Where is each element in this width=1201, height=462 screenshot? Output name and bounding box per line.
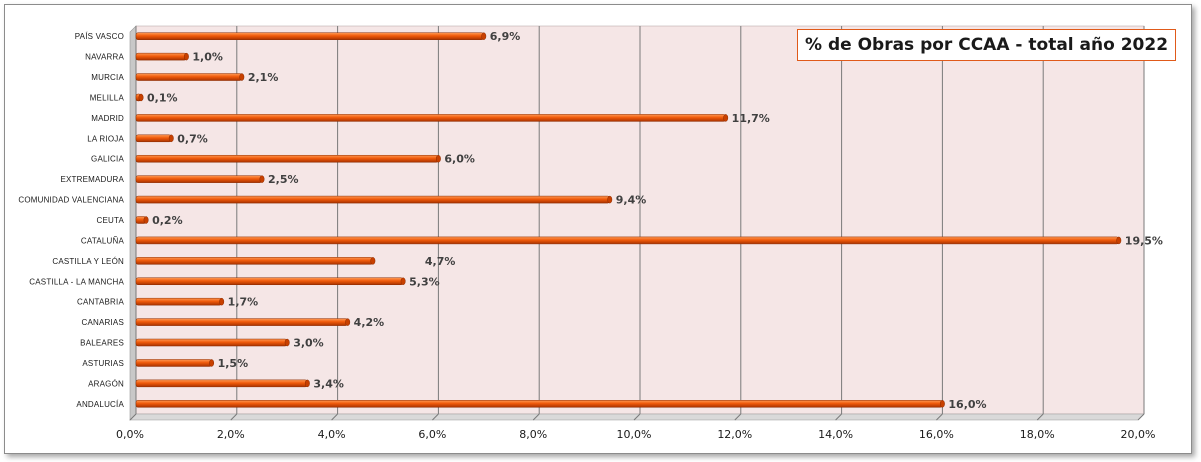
data-label: 19,5% xyxy=(1125,234,1163,247)
x-tick-label: 20,0% xyxy=(1121,428,1156,441)
bar-cap xyxy=(723,114,729,122)
data-label: 6,9% xyxy=(490,30,521,43)
category-label: MURCIA xyxy=(91,73,124,82)
x-tick-label: 0,0% xyxy=(116,428,144,441)
bar xyxy=(135,359,212,367)
category-label: EXTREMADURA xyxy=(60,175,124,184)
bar xyxy=(135,175,263,183)
data-label: 0,2% xyxy=(152,214,183,227)
x-tick-label: 12,0% xyxy=(717,428,752,441)
data-label: 6,0% xyxy=(444,153,475,166)
bar-cap xyxy=(209,359,215,367)
category-label: CANTABRIA xyxy=(77,298,124,307)
bar-cap xyxy=(607,195,613,204)
category-label: CASTILLA Y LEÓN xyxy=(52,257,124,266)
gridline-floor xyxy=(1137,413,1145,421)
bar-cap xyxy=(939,400,945,408)
data-label: 4,2% xyxy=(354,316,385,329)
data-label: 5,3% xyxy=(409,275,440,288)
bar xyxy=(135,195,611,204)
data-label: 1,0% xyxy=(192,51,223,64)
data-label: 3,0% xyxy=(293,337,324,350)
gridline-floor xyxy=(129,413,137,421)
x-tick-label: 14,0% xyxy=(818,428,853,441)
bar xyxy=(135,154,439,163)
data-label: 11,7% xyxy=(732,112,770,125)
x-tick-label: 2,0% xyxy=(217,428,245,441)
category-label: CANARIAS xyxy=(82,318,125,327)
bar-cap xyxy=(370,257,376,265)
x-tick-label: 16,0% xyxy=(919,428,954,441)
bar xyxy=(135,114,726,122)
x-tick-label: 4,0% xyxy=(318,428,346,441)
category-label: BALEARES xyxy=(80,339,124,348)
data-label: 1,7% xyxy=(228,296,259,309)
category-label: PAÍS VASCO xyxy=(75,32,124,41)
bar xyxy=(135,379,308,388)
bar-cap xyxy=(138,93,144,102)
bar-cap xyxy=(435,154,441,163)
gridline-floor xyxy=(633,413,641,421)
gridline-floor xyxy=(835,413,842,421)
bar xyxy=(135,257,374,265)
data-label: 2,1% xyxy=(248,71,279,84)
bar-cap xyxy=(481,32,487,40)
category-label: MELILLA xyxy=(90,93,125,102)
gridline-floor xyxy=(1036,413,1044,421)
data-label: 9,4% xyxy=(616,194,647,207)
gridline-floor xyxy=(936,413,943,421)
x-tick-label: 18,0% xyxy=(1020,428,1055,441)
data-label: 1,5% xyxy=(218,357,249,370)
bar xyxy=(135,338,288,347)
bar-cap xyxy=(345,318,351,326)
data-label: 16,0% xyxy=(948,398,986,411)
bar-cap xyxy=(183,52,189,61)
x-tick-label: 8,0% xyxy=(519,428,547,441)
plot-side-wall xyxy=(129,25,137,421)
bar-cap xyxy=(1116,236,1122,245)
data-label: 2,5% xyxy=(268,173,299,186)
data-label: 4,7% xyxy=(425,255,456,268)
gridline-floor xyxy=(331,413,338,421)
bar xyxy=(135,277,404,286)
data-label: 0,1% xyxy=(147,91,178,104)
category-label: NAVARRA xyxy=(85,53,124,62)
bar-cap xyxy=(259,175,265,183)
bar xyxy=(135,236,1120,245)
category-label: CEUTA xyxy=(96,216,124,225)
bar-cap xyxy=(143,216,149,224)
category-label: MADRID xyxy=(91,114,124,123)
bar xyxy=(135,73,243,81)
bar-cap xyxy=(219,297,225,306)
gridline-floor xyxy=(432,413,439,421)
category-label: ARAGÓN xyxy=(88,379,124,388)
bar xyxy=(135,52,187,61)
category-label: CASTILLA - LA MANCHA xyxy=(29,277,124,286)
chart-title: % de Obras por CCAA - total año 2022 xyxy=(797,29,1177,61)
gridline-floor xyxy=(734,413,742,421)
bar xyxy=(135,32,485,40)
bar xyxy=(135,318,348,326)
category-label: ASTURIAS xyxy=(82,359,124,368)
category-label: GALICIA xyxy=(91,155,124,164)
bar xyxy=(135,400,943,408)
bar xyxy=(135,297,222,306)
category-label: ANDALUCÍA xyxy=(76,400,124,409)
gridline-floor xyxy=(532,413,540,421)
bar-cap xyxy=(168,134,174,143)
bar-cap xyxy=(400,277,406,286)
bar-cap xyxy=(239,73,245,81)
data-label: 3,4% xyxy=(313,377,344,390)
bar xyxy=(135,134,172,143)
data-label: 0,7% xyxy=(177,132,208,145)
x-tick-label: 6,0% xyxy=(418,428,446,441)
x-tick-label: 10,0% xyxy=(617,428,652,441)
bar-cap xyxy=(304,379,310,388)
bar-cap xyxy=(284,338,290,347)
category-label: LA RIOJA xyxy=(87,134,124,143)
category-label: CATALUÑA xyxy=(81,236,125,245)
gridline-floor xyxy=(230,413,238,421)
category-label: COMUNIDAD VALENCIANA xyxy=(18,196,124,205)
